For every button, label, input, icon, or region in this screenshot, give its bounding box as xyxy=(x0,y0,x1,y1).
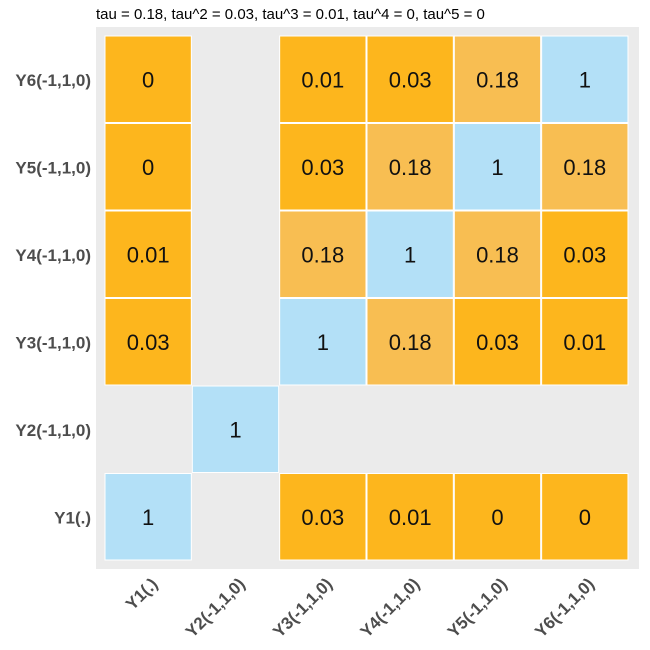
x-axis-tick-label: Y1(.) xyxy=(122,574,161,613)
y-axis-tick-label: Y5(-1,1,0) xyxy=(15,158,91,177)
heatmap-cell xyxy=(453,210,542,298)
cell-value-label: 0.18 xyxy=(389,155,432,180)
heatmap-cell xyxy=(279,210,367,298)
heatmap-cell xyxy=(104,298,192,386)
heatmap-cell xyxy=(191,385,280,473)
cell-value-label: 0.18 xyxy=(476,242,519,267)
heatmap-cell xyxy=(104,473,192,561)
cell-value-label: 0.18 xyxy=(476,67,519,92)
y-axis-tick-label: Y4(-1,1,0) xyxy=(15,246,91,265)
y-axis-tick-label: Y2(-1,1,0) xyxy=(15,421,91,440)
cell-value-label: 0.03 xyxy=(476,330,519,355)
cell-value-label: 1 xyxy=(142,505,154,530)
heatmap-cell xyxy=(366,35,454,123)
cell-value-label: 0 xyxy=(579,505,591,530)
cell-value-label: 0 xyxy=(142,67,154,92)
cell-value-label: 0 xyxy=(491,505,503,530)
cell-value-label: 0.03 xyxy=(389,67,432,92)
heatmap-cell xyxy=(453,123,542,211)
heatmap-cell xyxy=(104,210,192,298)
cell-value-label: 0.03 xyxy=(301,155,344,180)
heatmap-cell xyxy=(279,35,367,123)
heatmap-cell xyxy=(541,35,629,123)
heatmap-cell xyxy=(104,123,192,211)
cell-value-label: 0.01 xyxy=(563,330,606,355)
heatmap-cell xyxy=(541,473,629,561)
heatmap-cell xyxy=(366,210,454,298)
heatmap-cell xyxy=(366,473,454,561)
heatmap-cell xyxy=(541,123,629,211)
heatmap-cell xyxy=(279,298,367,386)
cell-value-label: 1 xyxy=(404,242,416,267)
y-axis-labels: Y6(-1,1,0) Y5(-1,1,0) Y4(-1,1,0) Y3(-1,1,0)… xyxy=(15,71,91,528)
cell-value-label: 0.18 xyxy=(563,155,606,180)
heatmap-cell xyxy=(453,473,542,561)
x-axis-tick-label: Y6(-1,1,0) xyxy=(531,574,598,641)
heatmap-cell xyxy=(541,298,629,386)
heatmap-cell xyxy=(541,210,629,298)
cell-value-label: 0 xyxy=(142,155,154,180)
cell-value-label: 0.18 xyxy=(301,242,344,267)
heatmap-cell xyxy=(104,35,192,123)
cell-value-label: 1 xyxy=(579,67,591,92)
y-axis-tick-label: Y1(.) xyxy=(54,508,91,527)
heatmap-cell xyxy=(453,298,542,386)
heatmap-cell xyxy=(453,35,542,123)
x-axis-tick-label: Y2(-1,1,0) xyxy=(182,574,249,641)
cell-value-label: 0.03 xyxy=(563,242,606,267)
heatmap-cell xyxy=(279,473,367,561)
cell-value-label: 0.03 xyxy=(127,330,170,355)
cell-value-label: 1 xyxy=(229,417,241,442)
cell-value-label: 1 xyxy=(491,155,503,180)
x-axis-labels: Y1(.) Y2(-1,1,0) Y3(-1,1,0) Y4(-1,1,0) Y5(-1… xyxy=(122,574,598,641)
cells-layer: 0 0.01 0.03 0.18 1 0 0.03 0.18 1 0.18 0.01 0.18 1 0.1… xyxy=(104,35,629,561)
y-axis-tick-label: Y6(-1,1,0) xyxy=(15,71,91,90)
heatmap-cell xyxy=(366,123,454,211)
cell-value-label: 0.03 xyxy=(301,505,344,530)
heatmap-cell xyxy=(279,123,367,211)
x-axis-tick-label: Y3(-1,1,0) xyxy=(269,574,336,641)
y-axis-tick-label: Y3(-1,1,0) xyxy=(15,333,91,352)
cell-value-label: 0.01 xyxy=(389,505,432,530)
heatmap-cell xyxy=(366,298,454,386)
chart-title: tau = 0.18, tau^2 = 0.03, tau^3 = 0.01, … xyxy=(96,6,485,23)
x-axis-tick-label: Y4(-1,1,0) xyxy=(357,574,424,641)
cell-value-label: 1 xyxy=(317,330,329,355)
cell-value-label: 0.01 xyxy=(301,67,344,92)
cell-value-label: 0.18 xyxy=(389,330,432,355)
cell-value-label: 0.01 xyxy=(127,242,170,267)
x-axis-tick-label: Y5(-1,1,0) xyxy=(444,574,511,641)
